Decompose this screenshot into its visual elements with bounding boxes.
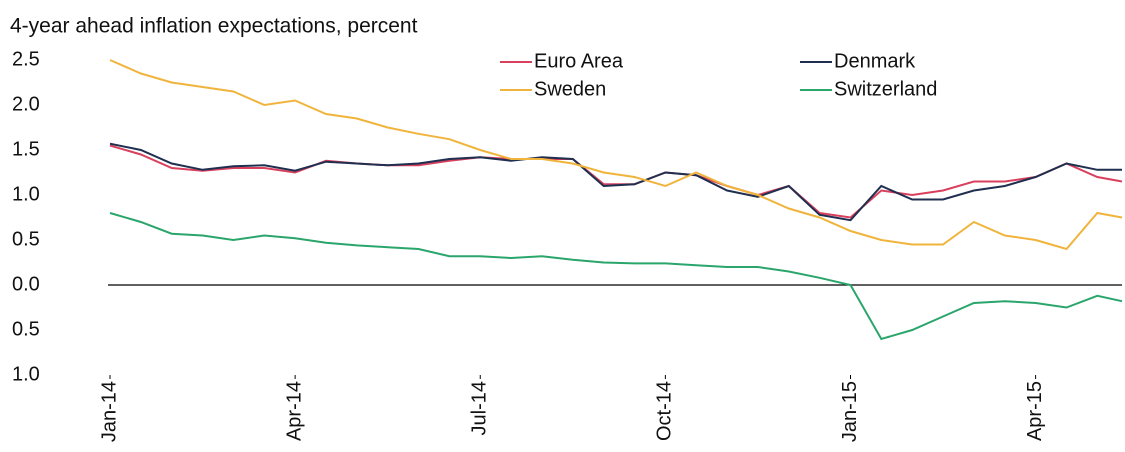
legend-label: Denmark	[834, 50, 916, 72]
chart-subtitle: 4-year ahead inflation expectations, per…	[10, 15, 418, 38]
x-tick-label: Jan-14	[98, 381, 120, 442]
series-line	[109, 212, 1123, 341]
series-line	[109, 142, 1122, 222]
y-tick-label: 1.5	[12, 138, 40, 160]
y-tick-label: 2.5	[12, 48, 40, 70]
x-tick-label: Apr-14	[283, 381, 305, 441]
series-line	[109, 59, 1123, 251]
y-tick-label: 1.0	[12, 183, 40, 205]
x-tick-label: Jul-14	[469, 381, 491, 435]
series-line	[109, 144, 1123, 219]
x-tick-label: Jan-15	[839, 381, 861, 442]
y-tick-label: 0.5	[12, 318, 40, 340]
x-tick-label: Apr-15	[1024, 381, 1046, 441]
legend-label: Euro Area	[534, 50, 624, 72]
y-tick-label: 2.0	[12, 93, 40, 115]
y-tick-label: 0.5	[12, 228, 40, 250]
legend-label: Switzerland	[834, 78, 937, 100]
legend-label: Sweden	[534, 78, 606, 100]
y-tick-label: 0.0	[12, 273, 40, 295]
x-tick-label: Oct-14	[654, 381, 676, 441]
y-tick-label: 1.0	[12, 363, 40, 385]
